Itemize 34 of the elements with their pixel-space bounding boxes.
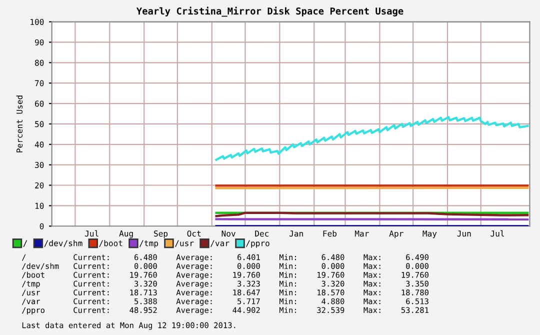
x-tick-label: Jul (490, 230, 504, 237)
y-tick-label: 50 (35, 121, 44, 128)
legend-label: /ppro (246, 240, 270, 248)
legend-label: / (23, 240, 28, 247)
x-tick-label: Oct (187, 230, 201, 237)
x-tick-label: Mar (354, 230, 369, 237)
x-tick-label: Feb (323, 230, 336, 237)
y-axis-title: Percent Used (16, 96, 23, 152)
x-tick-label: Jul (85, 230, 98, 237)
legend-label: /tmp (140, 240, 158, 248)
legend-label: /var (210, 240, 230, 247)
x-tick-label: Jun (457, 230, 471, 237)
y-tick-label: 60 (35, 100, 44, 107)
x-tick-label: Jan (290, 230, 303, 237)
x-tick-label: Dec (255, 230, 268, 237)
x-tick-label: May (422, 230, 437, 238)
y-tick-label: 30 (35, 162, 44, 168)
y-tick-label: 10 (35, 202, 44, 209)
x-tick-label: Sep (154, 230, 168, 238)
legend-label: /dev/shm (44, 240, 82, 247)
legend-label: /usr (175, 240, 194, 247)
x-tick-label: Aug (119, 230, 133, 238)
chart-title: Yearly Cristina_Mirror Disk Space Percent Usage (136, 6, 404, 17)
y-tick-label: 90 (35, 39, 44, 46)
x-tick-label: Nov (222, 230, 236, 237)
y-tick-label: 40 (34, 141, 44, 148)
y-tick-label: 70 (35, 80, 44, 86)
y-tick-label: 20 (35, 182, 44, 188)
y-tick-label: 100 (30, 18, 44, 25)
legend-label: /boot (99, 240, 122, 247)
y-tick-label: 0 (40, 223, 44, 230)
y-tick-label: 80 (35, 60, 44, 66)
x-tick-label: Apr (389, 230, 404, 238)
line-series (215, 116, 529, 161)
